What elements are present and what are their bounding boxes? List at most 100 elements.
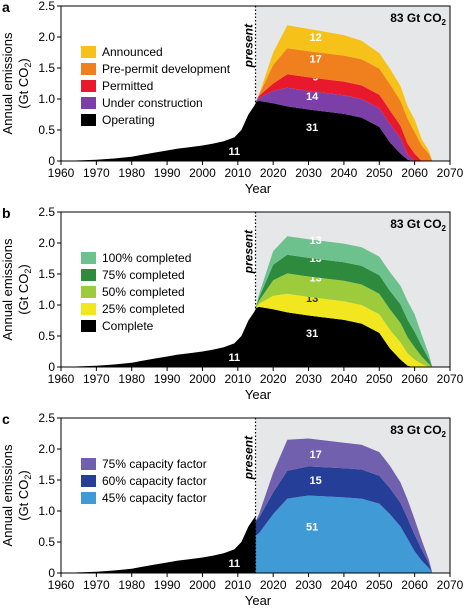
x-tick-label: 1990 xyxy=(154,372,181,386)
legend-swatch xyxy=(81,458,96,470)
x-tick-label: 1980 xyxy=(118,166,145,180)
y-tick-label: 0.5 xyxy=(38,329,55,343)
x-tick-label: 1960 xyxy=(48,166,75,180)
historical-label: 11 xyxy=(228,352,240,364)
x-tick-label: 2040 xyxy=(331,578,358,592)
x-tick-label: 2030 xyxy=(295,166,322,180)
present-label: present xyxy=(242,23,256,68)
y-tick-label: 1.5 xyxy=(38,267,55,281)
y-axis-unit-tail: ) xyxy=(16,58,31,62)
legend-label: Operating xyxy=(102,113,155,127)
x-tick-label: 2070 xyxy=(437,372,464,386)
series-value-label: 17 xyxy=(309,54,321,66)
x-tick-label: 2020 xyxy=(260,578,287,592)
x-tick-label: 1960 xyxy=(48,578,75,592)
x-tick-label: 1990 xyxy=(154,166,181,180)
y-tick-label: 0 xyxy=(48,566,55,580)
legend-swatch xyxy=(81,286,96,298)
y-tick-label: 1.5 xyxy=(38,473,55,487)
x-tick-label: 1970 xyxy=(83,578,110,592)
x-tick-label: 2070 xyxy=(437,166,464,180)
legend-swatch xyxy=(81,114,96,126)
legend-swatch xyxy=(81,492,96,504)
y-tick-label: 0 xyxy=(48,360,55,374)
x-axis-label: Year xyxy=(245,387,272,402)
legend-label: 25% completed xyxy=(102,302,185,316)
x-tick-label: 1980 xyxy=(118,578,145,592)
y-axis-unit-tail: ) xyxy=(16,264,31,268)
series-area-4 xyxy=(255,25,433,162)
y-tick-label: 1.0 xyxy=(38,298,55,312)
x-tick-label: 1970 xyxy=(83,166,110,180)
present-label: present xyxy=(242,435,256,480)
x-tick-label: 2000 xyxy=(189,578,216,592)
legend-label: Announced xyxy=(102,45,163,59)
x-tick-label: 2060 xyxy=(401,372,428,386)
series-area-1 xyxy=(255,293,433,367)
x-tick-label: 1980 xyxy=(118,372,145,386)
y-axis-label: Annual emissions xyxy=(0,444,15,546)
series-value-label: 15 xyxy=(309,475,321,487)
x-tick-label: 1990 xyxy=(154,578,181,592)
series-area-3 xyxy=(255,48,433,162)
x-tick-label: 2040 xyxy=(331,166,358,180)
legend-swatch xyxy=(81,252,96,264)
x-tick-label: 2020 xyxy=(260,166,287,180)
legend-label: 45% capacity factor xyxy=(102,491,207,505)
historical-label: 11 xyxy=(228,558,240,570)
plot-frame xyxy=(60,211,451,368)
y-tick-label: 0.5 xyxy=(38,123,55,137)
y-axis-unit-tail: ) xyxy=(16,470,31,474)
y-axis-unit-subscript: 2 xyxy=(23,475,33,480)
x-tick-label: 2010 xyxy=(224,372,251,386)
total-label-subscript: 2 xyxy=(442,18,447,27)
x-tick-label: 2030 xyxy=(295,578,322,592)
y-tick-label: 2.0 xyxy=(38,30,55,44)
total-label-subscript: 2 xyxy=(442,224,447,233)
legend-swatch xyxy=(81,475,96,487)
y-tick-label: 2.5 xyxy=(38,0,55,13)
historical-area xyxy=(61,516,256,573)
x-axis-label: Year xyxy=(245,181,272,196)
legend-label: 75% completed xyxy=(102,268,185,282)
x-tick-label: 2050 xyxy=(366,578,393,592)
x-tick-label: 2050 xyxy=(366,166,393,180)
x-tick-label: 2060 xyxy=(401,578,428,592)
series-area-2 xyxy=(255,273,433,367)
plot-frame xyxy=(60,417,451,574)
historical-label: 11 xyxy=(228,146,240,158)
legend-label: Permitted xyxy=(102,79,153,93)
x-tick-label: 2050 xyxy=(366,372,393,386)
series-area-0 xyxy=(255,306,433,367)
legend-label: 50% completed xyxy=(102,285,185,299)
y-tick-label: 0 xyxy=(48,154,55,168)
y-axis-unit-text: (Gt CO xyxy=(16,274,31,315)
total-label-subscript: 2 xyxy=(442,430,447,439)
series-value-label: 31 xyxy=(306,122,318,134)
panel-c: 11 51 15 17 present 83 Gt CO2 0 0.5 1.0 1.5 2.0 2.5… xyxy=(0,411,464,608)
y-axis-label: Annual emissions xyxy=(0,32,15,134)
y-tick-label: 2.5 xyxy=(38,411,55,425)
y-tick-label: 1.0 xyxy=(38,504,55,518)
y-tick-label: 2.0 xyxy=(38,442,55,456)
legend-label: 60% capacity factor xyxy=(102,474,207,488)
x-tick-label: 2010 xyxy=(224,166,251,180)
historical-area xyxy=(61,310,256,367)
y-axis-unit-subscript: 2 xyxy=(23,63,33,68)
x-tick-label: 1960 xyxy=(48,372,75,386)
x-tick-label: 1970 xyxy=(83,372,110,386)
series-area-0 xyxy=(255,100,433,161)
legend-label: 75% capacity factor xyxy=(102,457,207,471)
legend-label: 100% completed xyxy=(102,251,191,265)
legend-swatch xyxy=(81,97,96,109)
y-tick-label: 1.0 xyxy=(38,92,55,106)
legend-swatch xyxy=(81,303,96,315)
legend-swatch xyxy=(81,80,96,92)
x-tick-label: 2070 xyxy=(437,578,464,592)
series-area-1 xyxy=(255,87,433,161)
legend-label: Complete xyxy=(102,319,154,333)
y-axis-unit-text: (Gt CO xyxy=(16,480,31,521)
legend-swatch xyxy=(81,46,96,58)
y-axis-unit-label: (Gt CO2) xyxy=(16,264,33,315)
